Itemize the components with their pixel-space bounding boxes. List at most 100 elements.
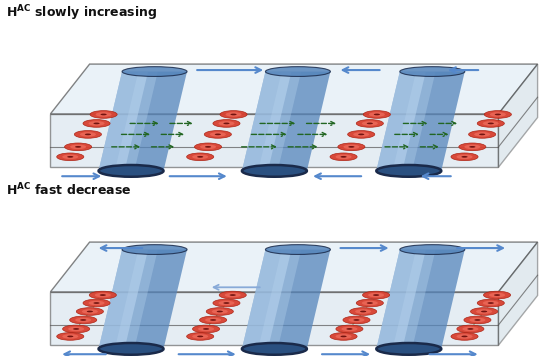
- Ellipse shape: [457, 325, 484, 333]
- Ellipse shape: [223, 122, 230, 124]
- Ellipse shape: [100, 294, 106, 296]
- Ellipse shape: [451, 153, 478, 161]
- Text: H$^\mathregular{AC}$ slowly increasing: H$^\mathregular{AC}$ slowly increasing: [6, 4, 157, 23]
- Polygon shape: [376, 72, 426, 171]
- Ellipse shape: [355, 309, 371, 314]
- Ellipse shape: [463, 327, 478, 331]
- Ellipse shape: [484, 111, 511, 118]
- Ellipse shape: [400, 67, 465, 77]
- Ellipse shape: [474, 319, 480, 321]
- Ellipse shape: [368, 293, 384, 297]
- Ellipse shape: [469, 131, 496, 138]
- Ellipse shape: [348, 131, 375, 138]
- Ellipse shape: [400, 245, 465, 255]
- Ellipse shape: [89, 291, 116, 299]
- Ellipse shape: [356, 120, 384, 127]
- Polygon shape: [393, 250, 436, 349]
- Ellipse shape: [88, 121, 105, 126]
- Ellipse shape: [461, 336, 468, 337]
- Polygon shape: [99, 250, 148, 349]
- Ellipse shape: [456, 155, 473, 159]
- Ellipse shape: [242, 343, 307, 355]
- Polygon shape: [99, 250, 187, 349]
- Ellipse shape: [369, 112, 385, 117]
- Polygon shape: [376, 250, 465, 349]
- Polygon shape: [242, 72, 291, 171]
- Ellipse shape: [469, 318, 486, 322]
- Ellipse shape: [477, 120, 505, 127]
- Ellipse shape: [87, 311, 93, 312]
- Ellipse shape: [68, 327, 84, 331]
- Ellipse shape: [343, 145, 360, 149]
- Ellipse shape: [94, 122, 100, 124]
- Ellipse shape: [474, 132, 490, 137]
- Text: H$^\mathregular{AC}$ fast decrease: H$^\mathregular{AC}$ fast decrease: [6, 182, 131, 198]
- Ellipse shape: [342, 327, 357, 331]
- Ellipse shape: [122, 67, 187, 77]
- Ellipse shape: [226, 112, 241, 117]
- Ellipse shape: [476, 309, 492, 314]
- Ellipse shape: [374, 114, 380, 115]
- Ellipse shape: [186, 153, 214, 161]
- Ellipse shape: [461, 156, 468, 158]
- Ellipse shape: [197, 156, 203, 158]
- Ellipse shape: [192, 334, 208, 339]
- Ellipse shape: [265, 245, 330, 255]
- Ellipse shape: [205, 146, 211, 148]
- Ellipse shape: [186, 333, 214, 340]
- Ellipse shape: [67, 336, 73, 337]
- Ellipse shape: [99, 165, 164, 177]
- Ellipse shape: [348, 146, 354, 148]
- Ellipse shape: [70, 145, 86, 149]
- Ellipse shape: [470, 308, 498, 315]
- Ellipse shape: [198, 327, 214, 331]
- Ellipse shape: [197, 336, 203, 337]
- Ellipse shape: [495, 114, 501, 115]
- Ellipse shape: [367, 122, 373, 124]
- Polygon shape: [498, 64, 538, 167]
- Ellipse shape: [199, 316, 227, 324]
- Ellipse shape: [204, 131, 231, 138]
- Ellipse shape: [335, 155, 352, 159]
- Ellipse shape: [479, 134, 485, 135]
- Ellipse shape: [90, 111, 117, 118]
- Ellipse shape: [203, 328, 209, 330]
- Polygon shape: [50, 114, 498, 167]
- Ellipse shape: [76, 308, 104, 315]
- Ellipse shape: [85, 134, 91, 135]
- Ellipse shape: [367, 302, 373, 304]
- Ellipse shape: [218, 121, 235, 126]
- Ellipse shape: [213, 299, 240, 307]
- Polygon shape: [376, 250, 426, 349]
- Ellipse shape: [376, 165, 441, 177]
- Ellipse shape: [459, 143, 486, 151]
- Ellipse shape: [62, 155, 78, 159]
- Ellipse shape: [335, 334, 352, 339]
- Ellipse shape: [362, 301, 378, 305]
- Ellipse shape: [356, 299, 384, 307]
- Ellipse shape: [64, 143, 92, 151]
- Ellipse shape: [340, 156, 347, 158]
- Ellipse shape: [464, 145, 480, 149]
- Polygon shape: [99, 72, 148, 171]
- Ellipse shape: [330, 333, 357, 340]
- Ellipse shape: [99, 343, 164, 355]
- Ellipse shape: [483, 291, 511, 299]
- Ellipse shape: [265, 67, 330, 77]
- Ellipse shape: [83, 120, 110, 127]
- Ellipse shape: [80, 319, 86, 321]
- Ellipse shape: [74, 131, 101, 138]
- Polygon shape: [393, 72, 436, 171]
- Ellipse shape: [67, 156, 73, 158]
- Ellipse shape: [217, 311, 223, 312]
- Ellipse shape: [192, 155, 208, 159]
- Ellipse shape: [489, 293, 505, 297]
- Ellipse shape: [101, 114, 106, 115]
- Ellipse shape: [88, 301, 105, 305]
- Ellipse shape: [200, 145, 216, 149]
- Polygon shape: [115, 250, 158, 349]
- Ellipse shape: [214, 134, 221, 135]
- Polygon shape: [99, 72, 187, 171]
- Polygon shape: [50, 242, 538, 292]
- Ellipse shape: [206, 308, 234, 315]
